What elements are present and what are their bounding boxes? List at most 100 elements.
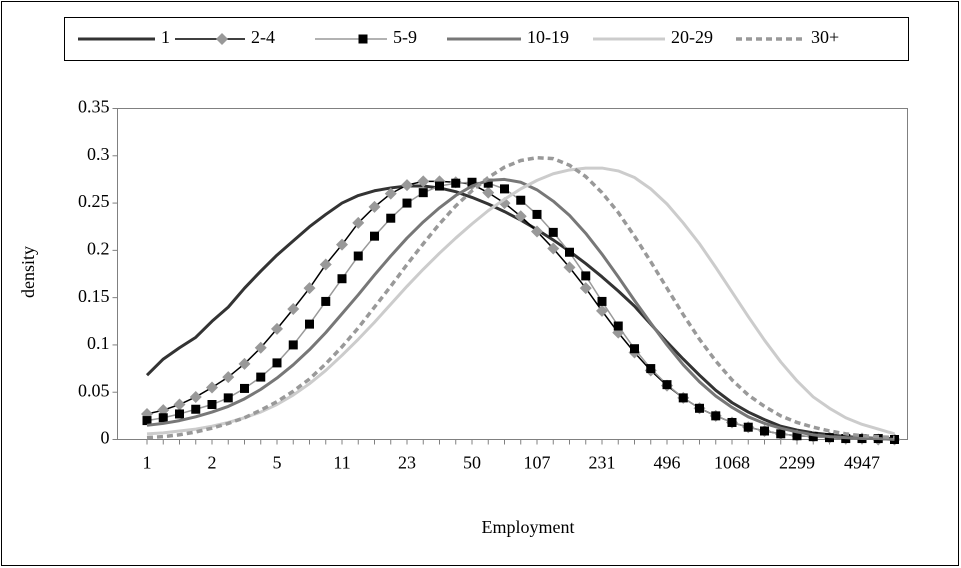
marker	[516, 195, 526, 205]
marker	[337, 274, 347, 284]
marker	[514, 210, 527, 223]
marker	[581, 271, 591, 281]
marker	[711, 411, 721, 421]
marker	[370, 231, 379, 241]
marker	[158, 413, 168, 423]
marker	[418, 188, 428, 198]
marker	[254, 341, 267, 354]
legend-label: 2-4	[251, 27, 275, 47]
marker	[305, 319, 314, 329]
x-tick-label: 11	[333, 453, 350, 473]
y-tick-label: 0.05	[78, 380, 110, 400]
legend-label: 5-9	[393, 27, 417, 47]
marker	[532, 209, 542, 219]
y-tick-label: 0.3	[87, 144, 110, 164]
marker	[548, 227, 558, 237]
x-axis-label: Employment	[482, 517, 575, 537]
marker	[401, 179, 413, 192]
marker	[175, 409, 184, 419]
marker	[386, 213, 396, 223]
marker	[500, 184, 509, 194]
plot-area	[117, 108, 908, 440]
y-tick-label: 0.35	[78, 97, 110, 117]
x-tick-label: 50	[463, 453, 481, 473]
marker	[384, 187, 397, 200]
marker	[467, 177, 477, 187]
marker	[662, 380, 672, 390]
x-tick-label: 2	[208, 453, 217, 473]
marker	[142, 416, 152, 426]
marker	[256, 372, 266, 382]
marker	[597, 296, 607, 306]
marker	[352, 216, 365, 229]
marker	[483, 178, 493, 188]
marker	[760, 426, 769, 436]
marker	[336, 238, 348, 251]
marker	[288, 340, 298, 350]
y-tick-label: 0	[101, 428, 110, 448]
x-tick-label: 4947	[844, 453, 880, 473]
x-tick-label: 1068	[714, 453, 750, 473]
y-axis-label: density	[18, 246, 38, 298]
marker	[189, 390, 202, 403]
marker	[695, 403, 704, 413]
marker	[173, 398, 186, 411]
series-line	[146, 177, 895, 441]
marker	[206, 381, 218, 394]
marker	[238, 357, 251, 370]
legend-label: 10-19	[527, 27, 569, 47]
marker	[303, 282, 316, 295]
marker	[223, 393, 233, 403]
marker	[727, 417, 737, 427]
marker	[678, 393, 688, 403]
marker	[646, 364, 656, 374]
marker	[613, 321, 623, 331]
y-tick-label: 0.2	[87, 238, 110, 258]
marker	[531, 225, 543, 238]
marker	[272, 358, 282, 368]
marker	[743, 422, 753, 432]
y-tick-label: 0.15	[78, 286, 110, 306]
marker	[207, 400, 217, 410]
x-tick-label: 2299	[779, 453, 815, 473]
marker	[240, 383, 249, 393]
marker	[191, 404, 201, 414]
marker	[579, 282, 592, 295]
marker	[563, 261, 576, 274]
legend-label: 30+	[811, 27, 839, 47]
x-tick-label: 231	[589, 453, 616, 473]
marker	[792, 431, 802, 441]
marker	[547, 242, 560, 255]
marker	[776, 429, 786, 439]
marker	[565, 247, 574, 257]
series-line	[146, 166, 895, 436]
x-tick-label: 107	[524, 453, 551, 473]
marker	[368, 200, 381, 213]
marker	[417, 175, 430, 188]
marker	[216, 33, 228, 45]
marker	[271, 322, 283, 335]
marker	[287, 302, 300, 315]
x-tick-label: 23	[398, 453, 416, 473]
y-tick-label: 0.25	[78, 191, 110, 211]
marker	[358, 34, 368, 44]
marker	[630, 344, 639, 354]
x-tick-label: 5	[273, 453, 282, 473]
series-line	[146, 155, 895, 440]
x-tick-label: 1	[143, 453, 152, 473]
marker	[451, 178, 461, 188]
legend-label: 20-29	[671, 27, 713, 47]
marker	[319, 258, 332, 271]
marker	[402, 198, 412, 208]
marker	[808, 432, 818, 442]
marker	[321, 296, 331, 306]
x-tick-label: 496	[654, 453, 681, 473]
marker	[435, 181, 444, 191]
marker	[353, 251, 363, 261]
legend-label: 1	[161, 27, 170, 47]
marker	[222, 371, 235, 384]
y-tick-label: 0.1	[87, 333, 110, 353]
marker	[596, 304, 608, 317]
marker	[482, 186, 495, 199]
